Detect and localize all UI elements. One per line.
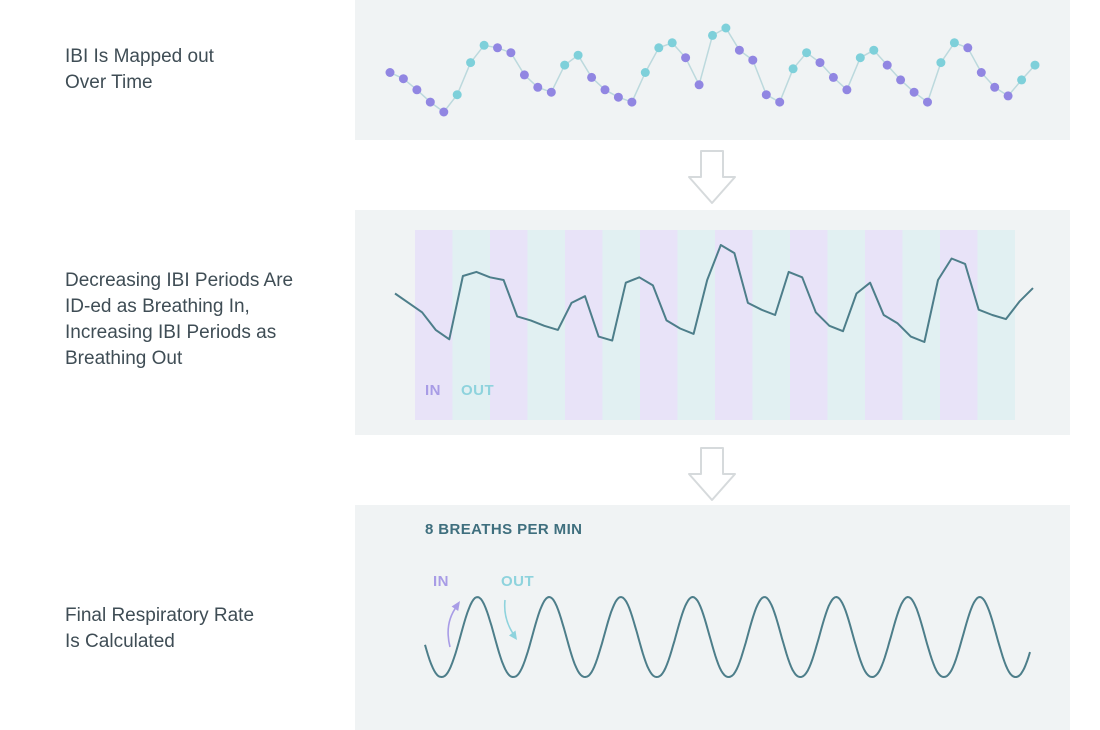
step2-label: Decreasing IBI Periods Are ID-ed as Brea… (65, 270, 294, 369)
ibi-timeline-panel (355, 0, 1070, 140)
out-arrow-icon (503, 599, 517, 640)
breathing-phases-panel: IN OUT (355, 210, 1070, 435)
legend-out-label: OUT (461, 382, 495, 399)
down-arrow-icon (683, 150, 741, 206)
respiratory-wave-svg (424, 596, 1031, 678)
ibi-scatter-svg (385, 23, 1040, 117)
down-arrow-svg (688, 447, 736, 501)
step3-label: Final Respiratory Rate Is Calculated (65, 605, 255, 652)
legend-in-label: IN (425, 382, 441, 399)
step1-label: IBI Is Mapped out Over Time (65, 46, 214, 93)
banded-chart-svg (394, 230, 1034, 420)
respiratory-rate-panel: 8 BREATHS PER MIN IN OUT (355, 505, 1070, 730)
annotation-in-label: IN (433, 573, 449, 590)
breaths-per-min-title: 8 BREATHS PER MIN (425, 521, 583, 538)
down-arrow-svg (688, 150, 736, 204)
in-arrow-icon (447, 601, 460, 648)
down-arrow-icon (683, 447, 741, 503)
annotation-out-label: OUT (501, 573, 535, 590)
